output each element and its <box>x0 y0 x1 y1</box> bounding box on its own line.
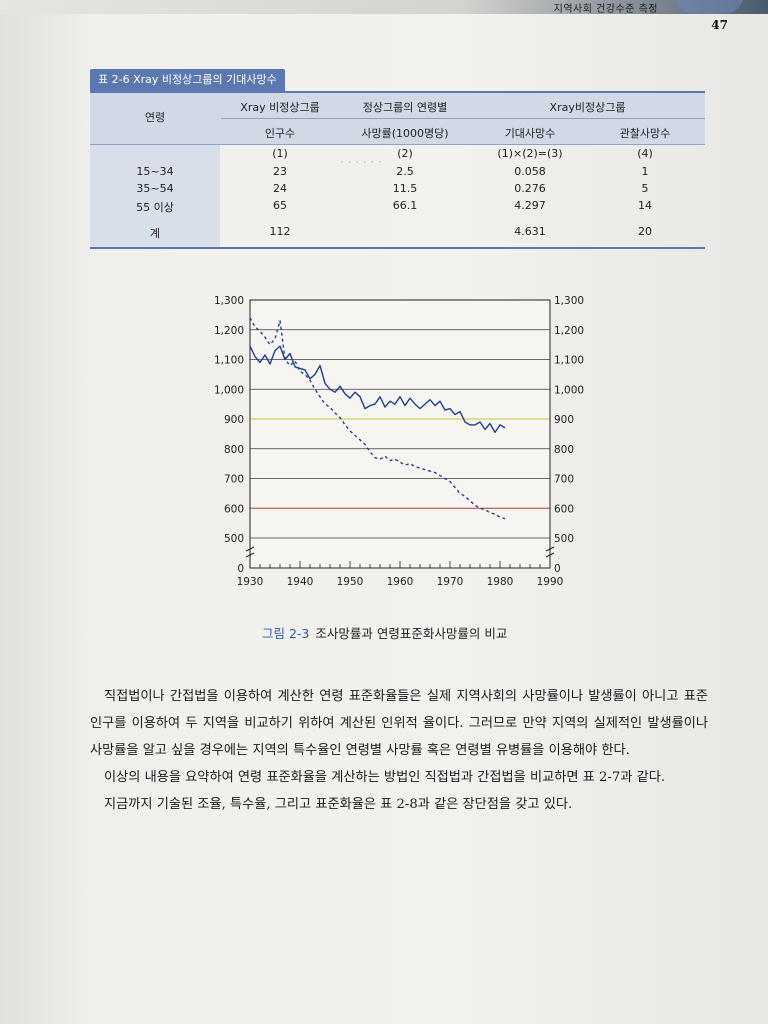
header-col34-top: Xray비정상그룹 <box>549 101 626 114</box>
y-tick-left: 0 <box>237 563 244 575</box>
header-col1-bottom: 인구수 <box>264 127 296 140</box>
row-rate: 11.5 <box>392 182 418 195</box>
plot-area <box>250 300 550 568</box>
y-tick-right: 600 <box>554 503 574 515</box>
mortality-comparison-chart: 500 500 600 600 700 700 800 800 900 900 1,000 1,000… <box>214 295 584 588</box>
paragraph: 직접법이나 간접법을 이용하여 계산한 연령 표준화율들은 실제 지역사회의 사… <box>90 689 708 758</box>
total-pop: 112 <box>269 225 291 238</box>
table-bottom-rule <box>90 247 705 249</box>
table-caption: 표 2-6 Xray 비정상그룹의 기대사망수 <box>90 69 285 91</box>
row-observed: 1 <box>641 165 649 178</box>
y-tick-right: 1,100 <box>554 355 584 367</box>
header-band <box>0 0 768 14</box>
axis-break-mark <box>245 552 255 558</box>
figure-label: 그림 2-3 <box>262 626 310 641</box>
row-pop: 24 <box>273 182 287 195</box>
row-age: 15~34 <box>136 165 174 178</box>
code-col1: (1) <box>272 147 288 160</box>
paragraph: 지금까지 기술된 조율, 특수율, 그리고 표준화율은 표 2-8과 같은 장단… <box>104 797 573 812</box>
y-tick-left: 700 <box>224 474 244 486</box>
total-observed: 20 <box>638 225 652 238</box>
y-tick-right: 0 <box>554 563 561 575</box>
x-tick-label: 1980 <box>487 576 514 588</box>
code-col4: (4) <box>637 147 653 160</box>
header-col3-bottom: 기대사망수 <box>504 127 556 140</box>
y-tick-right: 1,200 <box>554 325 584 337</box>
row-rate: 2.5 <box>396 165 414 178</box>
page-number: 47 <box>711 18 728 32</box>
row-pop: 23 <box>273 165 287 178</box>
y-tick-left: 1,300 <box>214 295 244 307</box>
y-tick-right: 700 <box>554 474 574 486</box>
code-col3: (1)×(2)=(3) <box>497 147 563 160</box>
row-rate: 66.1 <box>392 199 418 212</box>
row-expected: 0.058 <box>514 165 546 178</box>
y-tick-left: 1,000 <box>214 384 244 396</box>
series-line-dashed <box>249 317 506 520</box>
series-line-solid <box>249 345 506 434</box>
header-col4-bottom: 관찰사망수 <box>619 127 671 140</box>
y-tick-right: 1,300 <box>554 295 584 307</box>
x-tick-label: 1950 <box>337 576 364 588</box>
header-age: 연령 <box>144 111 166 124</box>
x-tick-label: 1930 <box>237 576 264 588</box>
axis-break-mark <box>545 552 555 558</box>
row-age: 55 이상 <box>136 201 174 214</box>
y-tick-left: 1,200 <box>214 325 244 337</box>
header-decoration <box>674 0 744 14</box>
row-expected: 4.297 <box>514 199 546 212</box>
bleed-through-text: · · · · · · <box>340 155 382 169</box>
y-tick-right: 800 <box>554 444 574 456</box>
x-tick-label: 1960 <box>387 576 414 588</box>
x-tick-label: 1970 <box>437 576 464 588</box>
total-age: 계 <box>149 227 161 240</box>
header-col1-top: Xray 비정상그룹 <box>240 101 320 114</box>
y-tick-right: 1,000 <box>554 384 584 396</box>
x-tick-label: 1940 <box>287 576 314 588</box>
x-tick-label: 1990 <box>537 576 564 588</box>
axis-break-mark <box>545 546 555 552</box>
y-tick-right: 900 <box>554 414 574 426</box>
header-col2-bottom: 사망률(1000명당) <box>361 127 449 140</box>
row-pop: 65 <box>273 199 287 212</box>
table-age-column-shade <box>90 145 220 247</box>
code-col2: (2) <box>397 147 413 160</box>
y-tick-right: 500 <box>554 533 574 545</box>
row-observed: 5 <box>641 182 649 195</box>
y-tick-left: 500 <box>224 533 244 545</box>
row-observed: 14 <box>638 199 652 212</box>
header-bottom-rule <box>90 144 705 145</box>
header-col2-top: 정상그룹의 연령별 <box>362 101 448 114</box>
paragraph: 이상의 내용을 요약하여 연령 표준화율을 계산하는 방법인 직접법과 간접법을… <box>104 770 666 785</box>
row-age: 35~54 <box>136 182 174 195</box>
figure-caption-text: 조사망률과 연령표준화사망률의 비교 <box>315 626 508 641</box>
expected-deaths-table: 연령 Xray 비정상그룹 인구수 정상그룹의 연령별 사망률(1000명당) … <box>90 91 705 249</box>
figure-caption: 그림 2-3 조사망률과 연령표준화사망률의 비교 <box>262 623 507 642</box>
running-header: 지역사회 건강수준 측정 <box>553 4 658 15</box>
header-divider <box>221 118 705 119</box>
y-tick-left: 600 <box>224 503 244 515</box>
y-tick-left: 800 <box>224 444 244 456</box>
total-expected: 4.631 <box>514 225 546 238</box>
row-expected: 0.276 <box>514 182 546 195</box>
y-tick-left: 900 <box>224 414 244 426</box>
y-tick-left: 1,100 <box>214 355 244 367</box>
body-text: 직접법이나 간접법을 이용하여 계산한 연령 표준화율들은 실제 지역사회의 사… <box>90 683 708 818</box>
axis-break-mark <box>245 546 255 552</box>
